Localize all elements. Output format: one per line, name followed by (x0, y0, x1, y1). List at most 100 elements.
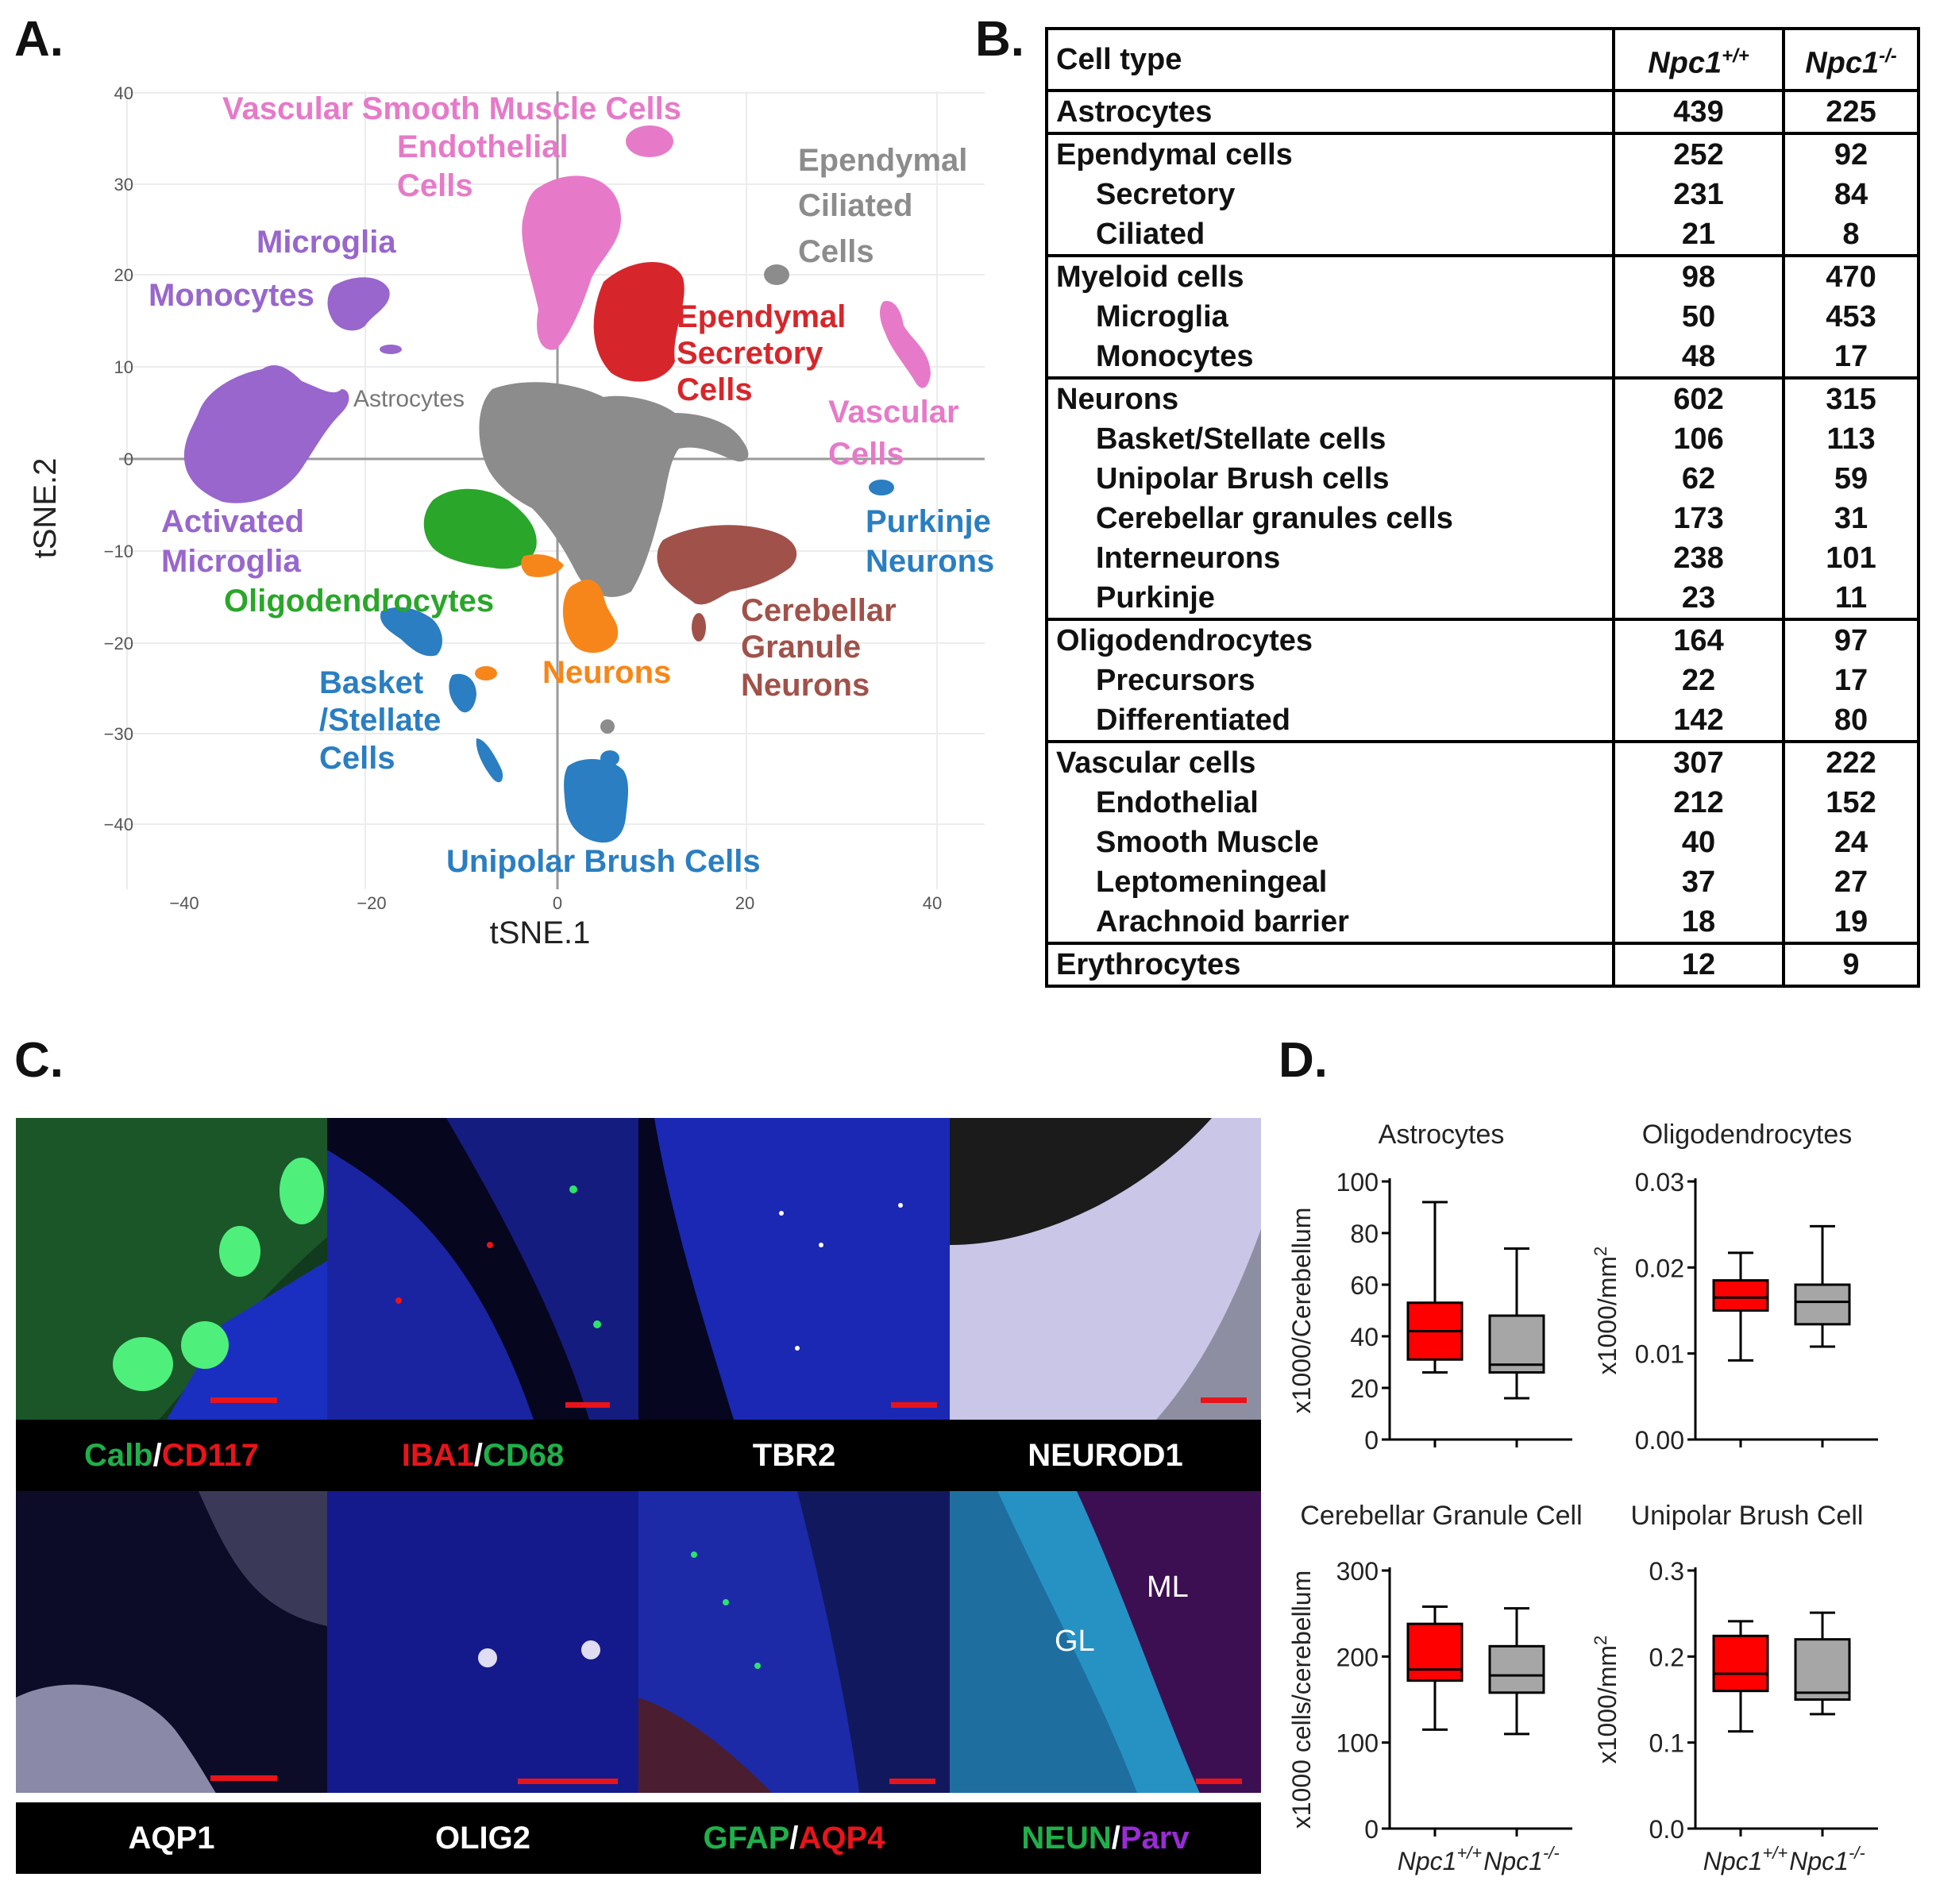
panel-letter-d: D. (1278, 1033, 1328, 1088)
table-row: Purkinje 23 11 (1047, 578, 1919, 619)
label-ependymal-secretory-1: Ependymal (677, 299, 846, 334)
stain-cd117: CD117 (161, 1438, 260, 1473)
boxplot-y-tick-label: 300 (1336, 1557, 1379, 1586)
boxplot-x-label-gene: Npc1 (1789, 1847, 1849, 1875)
table-row: Neurons 602 315 (1047, 376, 1919, 419)
micrograph-label-calb-cd117: Calb/CD117 (16, 1420, 327, 1491)
boxplot-y-tick-label: 20 (1350, 1374, 1379, 1403)
table-row: Basket/Stellate cells 106 113 (1047, 419, 1919, 459)
table-cell-wt: 602 (1614, 376, 1785, 419)
micrograph-label-aqp1: AQP1 (16, 1802, 327, 1874)
table-cell-type: Smooth Muscle (1047, 823, 1615, 862)
table-cell-wt: 50 (1614, 297, 1785, 337)
cluster-purkinje (869, 480, 894, 495)
boxplot-x-label-sup: +/+ (1456, 1843, 1482, 1863)
label-purkinje-1: Purkinje (866, 504, 991, 539)
stain-slash: / (152, 1438, 162, 1473)
y-tick: −20 (104, 634, 133, 653)
boxplot-y-label-sup: 2 (1591, 1636, 1610, 1645)
cell-count-table: Cell type Npc1+/+ Npc1-/- Astrocytes 439 2… (1045, 27, 1920, 988)
boxplot-y-label-sup: 2 (1591, 1247, 1610, 1256)
label-cgn-1: Cerebellar (741, 593, 897, 628)
cluster-astrocytes-small (600, 719, 615, 734)
boxplot-x-label-sup: -/- (1849, 1843, 1865, 1863)
boxplot-y-label-text: x1000 cells/cerebellum (1287, 1571, 1316, 1829)
panel-letter-a: A. (14, 12, 64, 67)
annotation-gl: GL (1055, 1625, 1095, 1658)
micrograph-label-neurod1: NEUROD1 (950, 1420, 1261, 1491)
stain-aqp4: AQP4 (798, 1821, 885, 1856)
label-astrocytes: Astrocytes (353, 386, 465, 412)
tsne-x-label: tSNE.1 (490, 915, 591, 950)
table-cell-wt: 307 (1614, 740, 1785, 783)
table-row: Ciliated 21 8 (1047, 214, 1919, 256)
cluster-basket-stellate-4 (476, 738, 503, 783)
stain-slash: / (473, 1438, 483, 1473)
boxplot-y-tick-label: 0 (1364, 1815, 1379, 1844)
panel-letter-b: B. (975, 12, 1024, 67)
cluster-basket-stellate-3 (475, 666, 497, 680)
table-cell-type: Neurons (1047, 376, 1615, 419)
x-tick: −40 (169, 893, 199, 913)
table-cell-wt: 238 (1614, 538, 1785, 578)
y-tick: 10 (114, 357, 133, 377)
micrograph-neurod1 (950, 1118, 1261, 1420)
annotation-ml: ML (1147, 1571, 1189, 1604)
tsne-clusters (183, 125, 931, 843)
panel-letter-c: C. (14, 1033, 64, 1088)
cluster-activated-microglia (183, 365, 349, 503)
cluster-ubc-top (600, 750, 619, 766)
y-tick: 20 (114, 265, 133, 285)
cluster-monocytes-small (380, 345, 402, 354)
stain-gfap: GFAP (703, 1821, 790, 1856)
table-cell-type: Oligodendrocytes (1047, 618, 1615, 661)
table-cell-ko: 80 (1834, 703, 1869, 737)
table-cell-ko: 453 (1826, 300, 1876, 333)
table-header-row: Cell type Npc1+/+ Npc1-/- (1047, 29, 1919, 92)
table-cell-type: Myeloid cells (1047, 254, 1615, 297)
table-cell-wt: 212 (1614, 783, 1785, 823)
boxplot-box (1794, 1638, 1851, 1702)
y-tick: 0 (124, 449, 133, 469)
table-cell-type: Cerebellar granules cells (1047, 499, 1615, 538)
boxplot-y-tick-label: 0.2 (1649, 1643, 1684, 1671)
boxplot-y-tick-label: 200 (1336, 1643, 1379, 1671)
y-tick: −30 (104, 724, 133, 744)
stain-parv: Parv (1120, 1821, 1190, 1856)
table-cell-type: Interneurons (1047, 538, 1615, 578)
boxplot-y-tick-label: 40 (1350, 1323, 1379, 1351)
stain-neun: NEUN (1021, 1821, 1112, 1856)
label-ependymal-ciliated-2: Ciliated (798, 188, 912, 223)
boxplot-y-label: x1000/mm2 (1591, 1247, 1622, 1375)
boxplot-x-label-gene: Npc1 (1483, 1847, 1543, 1875)
y-tick: 40 (114, 83, 133, 103)
table-cell-wt: 22 (1614, 661, 1785, 700)
table-cell-wt: 142 (1614, 700, 1785, 742)
label-purkinje-2: Neurons (866, 544, 994, 579)
x-tick: 20 (735, 893, 754, 913)
micrograph-olig2 (327, 1491, 638, 1793)
table-cell-type: Astrocytes (1047, 91, 1615, 133)
label-ependymal-secretory-2: Secretory (677, 336, 823, 371)
table-cell-wt: 12 (1614, 942, 1785, 986)
boxplot-x-label-sup: -/- (1543, 1843, 1560, 1863)
y-tick: −10 (104, 542, 133, 561)
label-vascular-1: Vascular (828, 395, 959, 430)
table-row: Secretory 231 84 (1047, 175, 1919, 214)
micrograph-gfap-aqp4 (638, 1491, 950, 1793)
table-cell-ko: 152 (1826, 786, 1876, 819)
cluster-basket-stellate (380, 607, 442, 657)
table-row: Vascular cells 307 222 (1047, 740, 1919, 783)
boxplot-box (1712, 1279, 1769, 1312)
cluster-astrocytes (479, 382, 749, 597)
table-cell-type: Secretory (1047, 175, 1615, 214)
stain-neurod1: NEUROD1 (1028, 1438, 1183, 1473)
table-cell-ko: 84 (1834, 178, 1869, 211)
boxplot-y-tick-label: 0 (1364, 1426, 1379, 1455)
table-cell-type: Endothelial (1047, 783, 1615, 823)
table-row: Oligodendrocytes 164 97 (1047, 618, 1919, 661)
boxplot-y-tick-label: 0.01 (1635, 1340, 1684, 1369)
table-cell-type: Precursors (1047, 661, 1615, 700)
label-activated-microglia-2: Microglia (161, 544, 301, 579)
table-cell-type: Microglia (1047, 297, 1615, 337)
